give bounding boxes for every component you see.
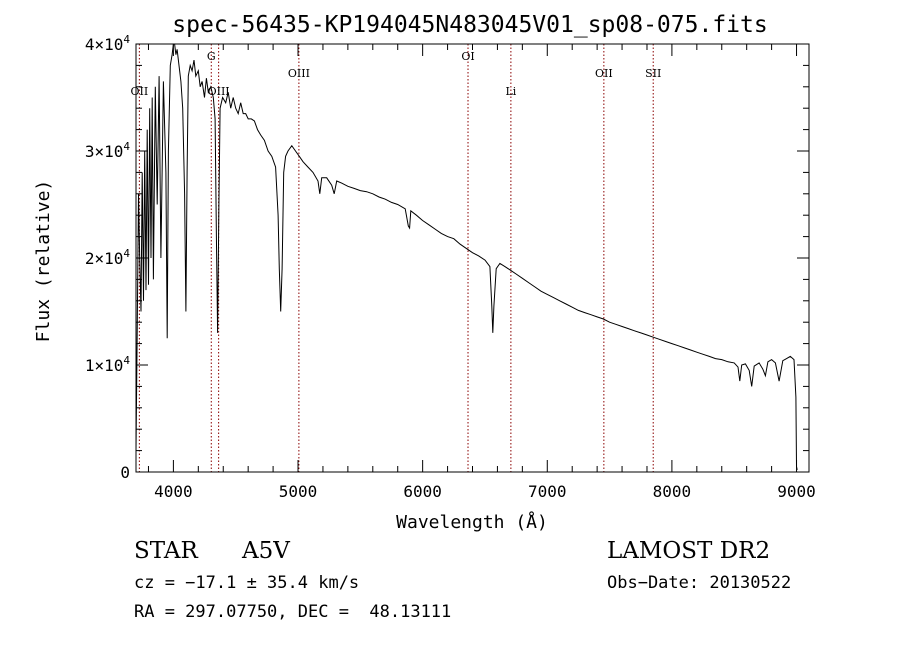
marker-label-6: OII xyxy=(595,67,613,80)
x-tick-label-1: 5000 xyxy=(279,482,318,501)
redshift-value: cz = −17.1 ± 35.4 km/s xyxy=(134,573,360,593)
marker-label-7: SII xyxy=(645,67,661,80)
spectrum-series-line xyxy=(135,43,798,471)
coordinates: RA = 297.07750, DEC = 48.13111 xyxy=(134,602,452,622)
x-tick-label-3: 7000 xyxy=(528,482,567,501)
marker-label-5: Li xyxy=(505,85,516,98)
chart-title: spec-56435-KP194045N483045V01_sp08-075.f… xyxy=(172,12,767,38)
x-tick-label-4: 8000 xyxy=(653,482,692,501)
y-tick-label-0: 0 xyxy=(120,463,130,482)
axis-ticks: 4000 5000 6000 7000 8000 9000 0 1×104 2×104 3×104… xyxy=(85,33,816,501)
y-axis-label: Flux (relative) xyxy=(33,180,54,343)
marker-label-1: G xyxy=(207,50,216,63)
object-class: STAR xyxy=(134,538,198,564)
y-tick-label-2: 2×104 xyxy=(85,247,131,268)
y-tick-label-1: 1×104 xyxy=(85,354,131,375)
x-tick-label-0: 4000 xyxy=(154,482,193,501)
x-axis-label: Wavelength (Å) xyxy=(396,511,548,533)
x-tick-label-5: 9000 xyxy=(777,482,816,501)
observation-date: Obs−Date: 20130522 xyxy=(607,573,792,593)
y-tick-label-3: 3×104 xyxy=(85,140,131,161)
survey-name: LAMOST DR2 xyxy=(607,538,771,564)
object-subclass: A5V xyxy=(242,538,290,564)
marker-label-0: OII xyxy=(131,85,149,98)
x-tick-label-2: 6000 xyxy=(403,482,442,501)
y-tick-label-4: 4×104 xyxy=(85,33,131,54)
marker-label-3: OIII xyxy=(288,67,310,80)
plot-frame xyxy=(135,43,810,473)
marker-label-4: OI xyxy=(461,50,474,63)
